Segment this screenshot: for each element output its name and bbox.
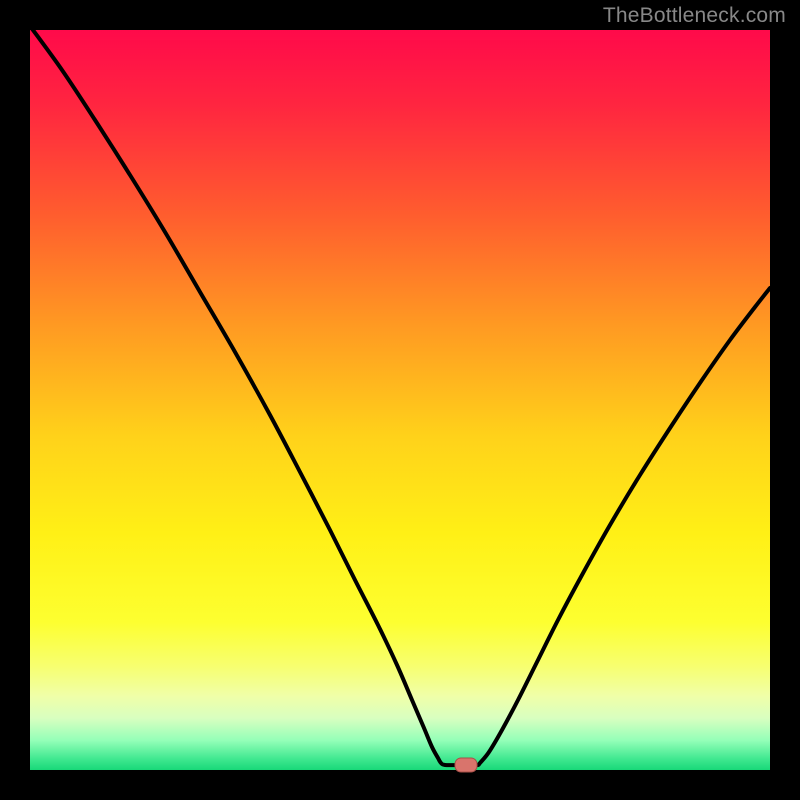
bottleneck-curve-chart [0,0,800,800]
watermark-text: TheBottleneck.com [603,4,786,28]
chart-frame: TheBottleneck.com [0,0,800,800]
chart-background-gradient [30,30,770,770]
optimum-marker [455,758,477,772]
